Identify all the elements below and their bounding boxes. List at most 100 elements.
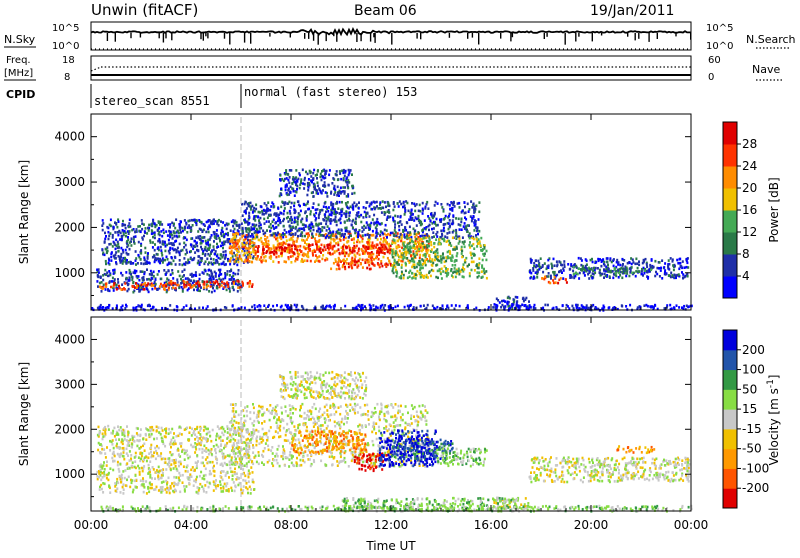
power-cell	[430, 275, 432, 278]
power-cell	[356, 212, 358, 215]
power-cell	[399, 200, 401, 203]
power-cell	[529, 277, 531, 280]
power-cell	[196, 220, 198, 223]
power-cell	[407, 249, 409, 252]
power-cell	[507, 297, 509, 300]
power-cell	[354, 260, 356, 263]
power-cell	[638, 271, 640, 274]
power-cell	[314, 215, 316, 218]
power-cell	[332, 248, 334, 251]
power-cell	[385, 206, 387, 209]
power-cell	[324, 259, 326, 262]
power-cell	[232, 255, 234, 258]
power-cell	[313, 195, 315, 198]
power-cell	[257, 250, 259, 253]
power-cell	[384, 263, 386, 266]
power-cell	[193, 289, 195, 292]
power-cell	[451, 254, 453, 257]
power-cell	[441, 206, 443, 209]
power-cell	[117, 241, 119, 244]
power-cell	[278, 249, 280, 252]
power-cell	[183, 257, 185, 260]
power-cell	[202, 280, 204, 283]
power-cell	[234, 247, 236, 250]
velocity-cell	[181, 433, 183, 436]
power-cell	[335, 215, 337, 218]
velocity-cell	[190, 469, 192, 472]
power-cell	[296, 249, 298, 252]
power-cell	[629, 262, 631, 265]
power-cell	[287, 173, 289, 176]
power-cell	[415, 273, 417, 276]
power-cell	[383, 307, 385, 310]
power-cell	[121, 283, 123, 286]
power-cell	[268, 209, 270, 212]
power-cell	[255, 252, 257, 255]
power-cell	[153, 271, 155, 274]
power-cell	[115, 239, 117, 242]
power-cell	[421, 250, 423, 253]
power-cell	[394, 223, 396, 226]
power-cell	[277, 240, 279, 243]
power-cell	[141, 228, 143, 231]
power-cell	[317, 185, 319, 188]
power-cell	[293, 251, 295, 254]
power-cell	[165, 285, 167, 288]
power-cell	[338, 248, 340, 251]
power-cell	[128, 226, 130, 229]
power-cell	[161, 254, 163, 257]
power-cell	[278, 217, 280, 220]
power-cell	[197, 235, 199, 238]
power-cell	[207, 228, 209, 231]
power-cell	[334, 245, 336, 248]
power-cell	[158, 270, 160, 273]
power-cell	[567, 263, 569, 266]
power-cell	[338, 194, 340, 197]
power-cell	[209, 246, 211, 249]
power-cell	[382, 243, 384, 246]
power-cell	[302, 182, 304, 185]
power-cell	[400, 203, 402, 206]
power-cell	[232, 239, 234, 242]
power-cell	[682, 276, 684, 279]
power-colorbar-label: Power [dB]	[767, 177, 781, 242]
nsky-right-tick-top: 10^5	[706, 23, 733, 34]
power-cell	[220, 254, 222, 257]
power-cell	[409, 231, 411, 234]
power-cell	[351, 238, 353, 241]
power-cell	[318, 187, 320, 190]
power-cell	[140, 231, 142, 234]
power-cell	[281, 201, 283, 204]
power-cell	[447, 251, 449, 254]
power-cell	[649, 305, 651, 308]
power-cell	[332, 207, 334, 210]
power-cell	[464, 246, 466, 249]
power-cell	[137, 262, 139, 265]
power-cell	[172, 286, 174, 289]
power-cell	[284, 250, 286, 253]
power-cell	[226, 273, 228, 276]
power-cell	[275, 256, 277, 259]
power-cell	[219, 286, 221, 289]
power-cell	[277, 224, 279, 227]
power-cell	[387, 210, 389, 213]
power-cell	[305, 210, 307, 213]
power-cell	[172, 272, 174, 275]
power-cell	[382, 207, 384, 210]
power-cell	[458, 218, 460, 221]
power-cell	[264, 202, 266, 205]
power-cell	[272, 305, 274, 308]
power-cell	[262, 230, 264, 233]
power-cell	[125, 249, 127, 252]
power-cell	[468, 208, 470, 211]
power-cell	[440, 230, 442, 233]
power-cell	[397, 232, 399, 235]
power-cell	[295, 232, 297, 235]
power-cell	[213, 240, 215, 243]
power-cell	[295, 226, 297, 229]
power-cell	[121, 235, 123, 238]
power-cell	[537, 271, 539, 274]
nsky-label: N.Sky	[4, 33, 36, 46]
power-cell	[294, 221, 296, 224]
power-cell	[153, 284, 155, 287]
